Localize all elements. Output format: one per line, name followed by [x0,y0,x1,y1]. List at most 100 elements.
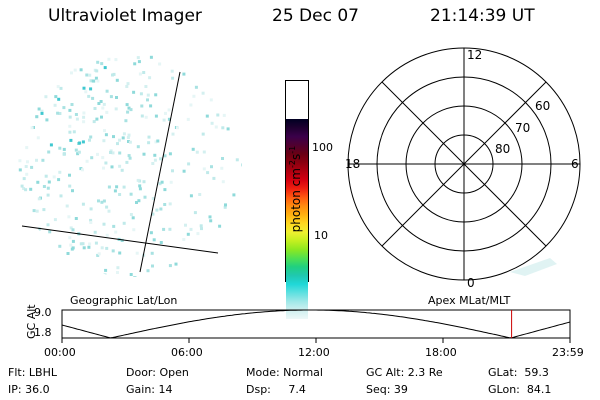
alt-plot-xtick-2: 12:00 [298,346,330,359]
speckle-dot [220,166,224,170]
speckle-dot [103,129,106,133]
speckle-dot [193,211,197,215]
speckle-dot [81,168,84,172]
speckle-dot [149,55,153,59]
speckle-dot [46,223,50,227]
speckle-dot [37,227,41,231]
speckle-dot [118,251,122,255]
lat-label-60: 60 [535,99,550,113]
alt-plot-xtick-0: 00:00 [44,346,76,359]
speckle-dot [89,218,93,222]
speckle-dot [24,165,28,168]
speckle-dot [187,162,191,166]
speckle-dot [241,163,242,167]
speckle-dot [116,266,120,270]
speckle-dot [120,238,124,242]
speckle-dot [129,192,133,196]
speckle-dot [48,230,52,234]
speckle-dot [115,78,119,82]
colorbar-tick-10: 10 [314,229,328,242]
speckle-bright-dot [82,86,86,90]
speckle-dot [68,184,72,188]
lon-line [139,71,181,273]
speckle-dot [209,219,213,223]
speckle-dot [174,262,178,266]
speckle-dot [118,193,122,196]
speckle-dot [57,178,61,182]
speckle-dot [171,132,175,136]
speckle-bright-dot [89,87,93,91]
speckle-dot [62,106,66,110]
speckle-dot [82,120,86,124]
speckle-dot [149,104,153,108]
polar-faint-patch [510,258,557,276]
speckle-dot [151,197,155,200]
unit-text: photon cm [289,168,303,233]
mlt-label-12: 12 [467,48,482,62]
speckle-dot [102,139,106,143]
speckle-dot [189,194,193,198]
status-gc-alt: GC Alt: 2.3 Re [366,366,443,379]
speckle-dot [105,89,109,93]
speckle-dot [113,189,117,193]
speckle-dot [47,150,51,154]
speckle-dot [131,216,135,220]
speckle-dot [136,56,140,60]
speckle-dot [212,176,216,180]
speckle-dot [35,158,38,162]
speckle-dot [170,69,174,73]
speckle-dot [109,151,112,154]
mlt-label-6: 6 [571,157,579,171]
speckle-dot [122,221,126,225]
speckle-dot [65,204,69,208]
speckle-dot [58,146,62,150]
polar-diag-2 [381,81,547,247]
speckle-dot [151,264,154,268]
speckle-dot [25,146,29,150]
speckle-dot [171,169,174,173]
status-dsp: Dsp: 7.4 [246,383,306,396]
speckle-dot [105,233,109,237]
speckle-dot [118,151,122,155]
speckle-dot [206,171,210,175]
status-door: Door: Open [126,366,189,379]
speckle-dot [205,114,209,118]
speckle-dot [102,222,106,226]
speckle-dot [137,60,141,64]
alt-plot-ytick-low: 1.8 [34,326,52,339]
speckle-dot [82,111,86,115]
alt-plot-xtick-4: 23:59 [552,346,584,359]
speckle-dot [116,271,119,274]
speckle-dot [116,142,119,146]
speckle-dot [96,79,100,83]
speckle-dot [105,246,109,250]
speckle-dot [147,135,151,139]
speckle-dot [142,180,146,184]
speckle-dot [126,110,130,114]
speckle-dot [68,236,72,240]
speckle-dot [58,170,62,174]
speckle-dot [182,169,186,173]
speckle-dot [136,145,140,149]
speckle-dot [125,160,129,164]
speckle-dot [114,58,118,62]
speckle-dot [82,115,86,119]
colorbar-tick-100: 100 [312,141,333,154]
altitude-plot [61,309,571,343]
speckle-dot [104,268,108,272]
speckle-dot [202,167,206,171]
speckle-dot [88,138,91,142]
speckle-dot [76,152,80,156]
speckle-dot [44,174,48,178]
speckle-dot [125,103,129,107]
status-glat: GLat: 59.3 [488,366,549,379]
unit-exp-1: -2 [288,160,297,169]
speckle-dot [88,242,92,246]
speckle-dot [100,200,104,204]
speckle-dot [25,172,29,176]
speckle-dot [104,161,108,165]
lat-line [21,225,219,254]
colorbar-gradient [286,119,308,319]
unit-exp-2: -1 [288,145,297,154]
speckle-dot [122,132,126,136]
